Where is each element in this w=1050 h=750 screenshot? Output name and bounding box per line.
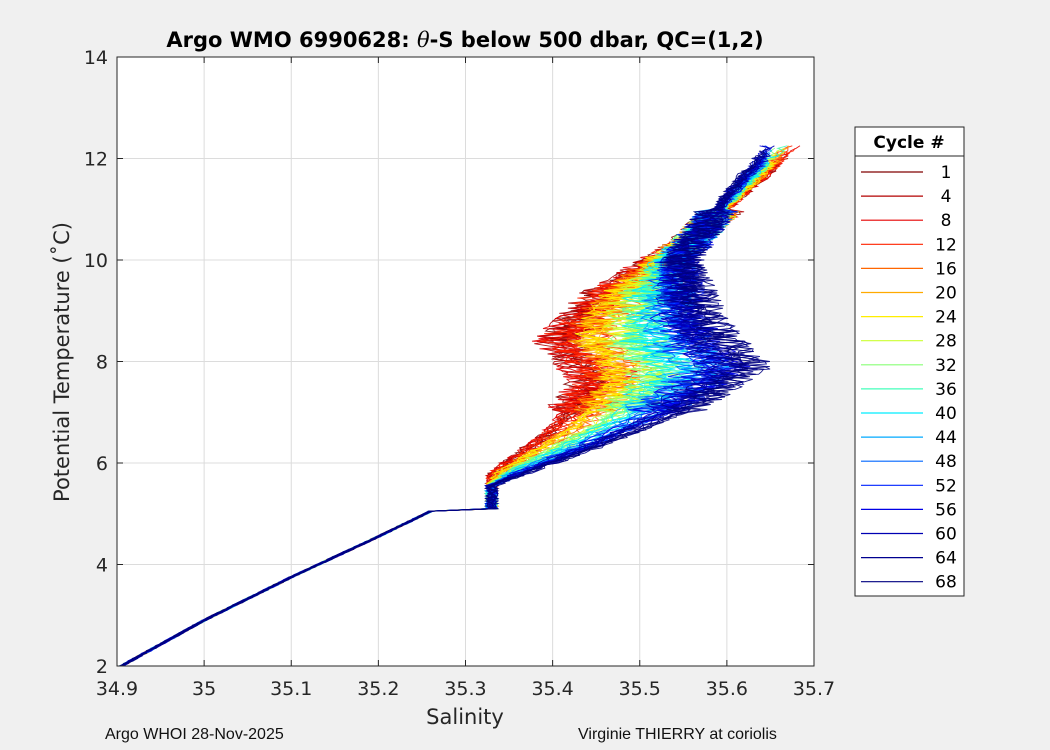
x-tick-label: 35.6	[706, 678, 748, 700]
legend-label-cycle-52: 52	[935, 476, 957, 496]
legend-label-cycle-20: 20	[935, 284, 957, 304]
profile-line-cycle-68	[121, 150, 767, 667]
legend-label-cycle-64: 64	[935, 549, 957, 569]
profiles	[118, 145, 801, 667]
y-tick-label: 14	[84, 47, 108, 69]
x-tick-label: 35.3	[444, 678, 486, 700]
legend-label-cycle-4: 4	[941, 187, 952, 207]
y-axis-label: Potential Temperature (˚C)	[50, 222, 74, 502]
x-tick-label: 35.4	[531, 678, 573, 700]
x-axis-label: Salinity	[426, 705, 504, 729]
y-tick-label: 12	[84, 149, 108, 171]
x-tick-label: 35.2	[357, 678, 399, 700]
legend-label-cycle-8: 8	[941, 211, 952, 231]
legend-label-cycle-1: 1	[941, 163, 952, 183]
legend-label-cycle-16: 16	[935, 259, 957, 279]
legend-label-cycle-48: 48	[935, 452, 957, 472]
legend-label-cycle-32: 32	[935, 356, 957, 376]
y-axis: 2 4 6 8 10 12 14	[84, 47, 814, 678]
profile-line-cycle-68	[120, 147, 770, 667]
legend-title: Cycle #	[873, 133, 944, 153]
x-tick-label: 35.1	[270, 678, 312, 700]
legend-box	[854, 126, 965, 597]
x-axis: 34.9 35 35.1 35.2 35.3 35.4 35.5 35.6 35.7	[96, 57, 835, 700]
y-tick-label: 10	[84, 250, 108, 272]
footer-left: Argo WHOI 28-Nov-2025	[105, 726, 284, 743]
legend-label-cycle-56: 56	[935, 500, 957, 520]
y-tick-label: 8	[96, 352, 108, 374]
x-tick-label: 35.5	[619, 678, 661, 700]
y-tick-label: 2	[96, 656, 108, 678]
legend-label-cycle-68: 68	[935, 573, 957, 593]
legend-label-cycle-24: 24	[935, 308, 957, 328]
x-tick-label: 35.7	[793, 678, 835, 700]
legend-label-cycle-36: 36	[935, 380, 957, 400]
legend-label-cycle-28: 28	[935, 332, 957, 352]
x-tick-label: 34.9	[96, 678, 138, 700]
legend-label-cycle-44: 44	[935, 428, 957, 448]
chart-title: Argo WMO 6990628: θ-S below 500 dbar, QC…	[166, 28, 763, 52]
legend: Cycle # 14812162024283236404448525660646…	[854, 126, 965, 597]
legend-label-cycle-40: 40	[935, 404, 957, 424]
y-tick-label: 4	[96, 555, 108, 577]
y-tick-label: 6	[96, 453, 108, 475]
legend-label-cycle-60: 60	[935, 525, 957, 545]
x-tick-label: 35	[192, 678, 216, 700]
footer-right: Virginie THIERRY at coriolis	[578, 726, 777, 743]
legend-label-cycle-12: 12	[935, 235, 957, 255]
